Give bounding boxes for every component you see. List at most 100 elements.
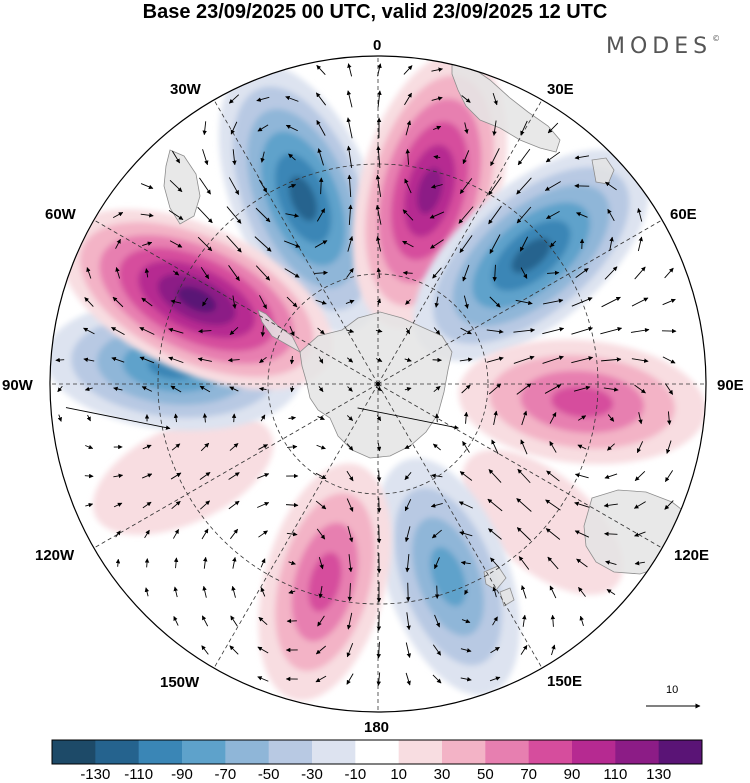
wind-arrow [113,502,123,508]
wind-arrow [315,500,327,510]
meridian-line [377,219,663,385]
colorbar-cell [138,740,183,764]
wind-arrow [405,642,412,658]
colorbar-tick-label: -70 [214,766,237,783]
wind-arrow [346,267,354,278]
wind-arrow [577,444,587,450]
wind-arrow [630,327,650,333]
wind-arrow [376,267,382,279]
wind-arrow [459,531,473,537]
wind-arrow [257,676,269,682]
colorbar-cell [658,740,703,764]
wind-arrow [55,357,65,363]
wind-arrow [571,356,594,364]
lon-label-180: 180 [364,719,390,736]
wind-arrow [434,413,440,423]
wind-arrow [544,384,562,394]
wind-arrow [376,672,381,686]
wind-arrow [432,674,442,684]
wind-arrow [141,386,153,392]
wind-arrow [460,560,471,566]
wind-arrow [664,500,674,510]
wind-arrow [493,410,498,426]
wind-arrow [173,557,179,569]
reference-vector-label: 10 [666,684,679,696]
wind-arrow [201,528,209,540]
wind-arrow [318,386,324,393]
colorbar-cell [95,740,140,764]
wind-arrow [57,414,62,422]
wind-arrow [516,206,532,224]
wind-arrow [111,357,125,363]
wind-arrow [199,472,211,480]
anomaly-lobe [218,64,388,333]
wind-arrow [287,444,298,450]
anomaly-lobe [462,449,624,595]
wind-arrow [432,267,442,279]
colorbar-tick-label: -10 [344,766,367,783]
wind-vectors [55,63,677,686]
wind-arrow [83,357,95,362]
wind-arrow [604,531,618,537]
wind-arrow [226,235,242,253]
wind-arrow [433,327,441,335]
wind-arrow [257,646,269,654]
wind-arrow [460,648,472,653]
wind-arrow [460,677,472,682]
wind-arrow [65,407,171,430]
wind-arrow [376,298,381,306]
wind-arrow [431,473,443,479]
wind-arrow [375,204,382,225]
wind-arrow [492,120,497,136]
colorbar-frame [51,739,703,765]
wind-arrow [232,149,237,166]
wind-arrow [604,473,618,479]
wind-arrow [666,411,672,426]
lon-label-60w: 60W [45,206,76,223]
wind-arrow [171,500,181,510]
lon-label-120e: 120E [674,547,710,564]
wind-arrow [430,502,443,508]
wind-arrow [579,615,584,626]
wind-arrow [547,270,560,276]
wind-arrow [346,673,354,685]
wind-arrow [228,94,240,104]
wind-arrow [170,472,182,480]
wind-arrow [201,615,209,627]
wind-arrow [169,240,183,248]
lon-label-150e: 150E [547,673,583,690]
colorbar-cell [615,740,660,764]
colorbar-tick-label: -130 [80,766,111,783]
wind-arrow [260,414,266,422]
wind-arrow [464,589,469,595]
colorbar-tick-label: 30 [433,766,451,783]
wind-arrow [607,414,615,422]
colorbar-cell [485,740,530,764]
wind-arrow [141,297,153,307]
wind-arrow [286,296,298,308]
wind-arrow [404,178,412,194]
lon-label-120w: 120W [35,547,75,564]
colorbar-cell [355,740,400,764]
wind-arrow [347,386,353,392]
wind-arrow [202,556,208,569]
wind-arrow [346,357,354,363]
wind-arrow [609,236,614,251]
wind-arrow [230,121,238,135]
wind-arrow [434,614,441,628]
africa-land [451,59,561,153]
wind-arrow [260,587,266,597]
wind-arrow [542,355,564,364]
wind-arrow [346,498,354,512]
wind-arrow [347,174,352,198]
wind-arrow [283,240,301,248]
wind-arrow [201,645,209,655]
wind-arrow [346,145,353,168]
wind-arrow [168,209,184,221]
wind-arrow [404,92,412,106]
wind-arrow [434,557,440,570]
wind-arrow [170,299,182,304]
wind-arrow [631,297,649,307]
wind-arrow [607,443,615,451]
wind-arrow [404,387,412,392]
